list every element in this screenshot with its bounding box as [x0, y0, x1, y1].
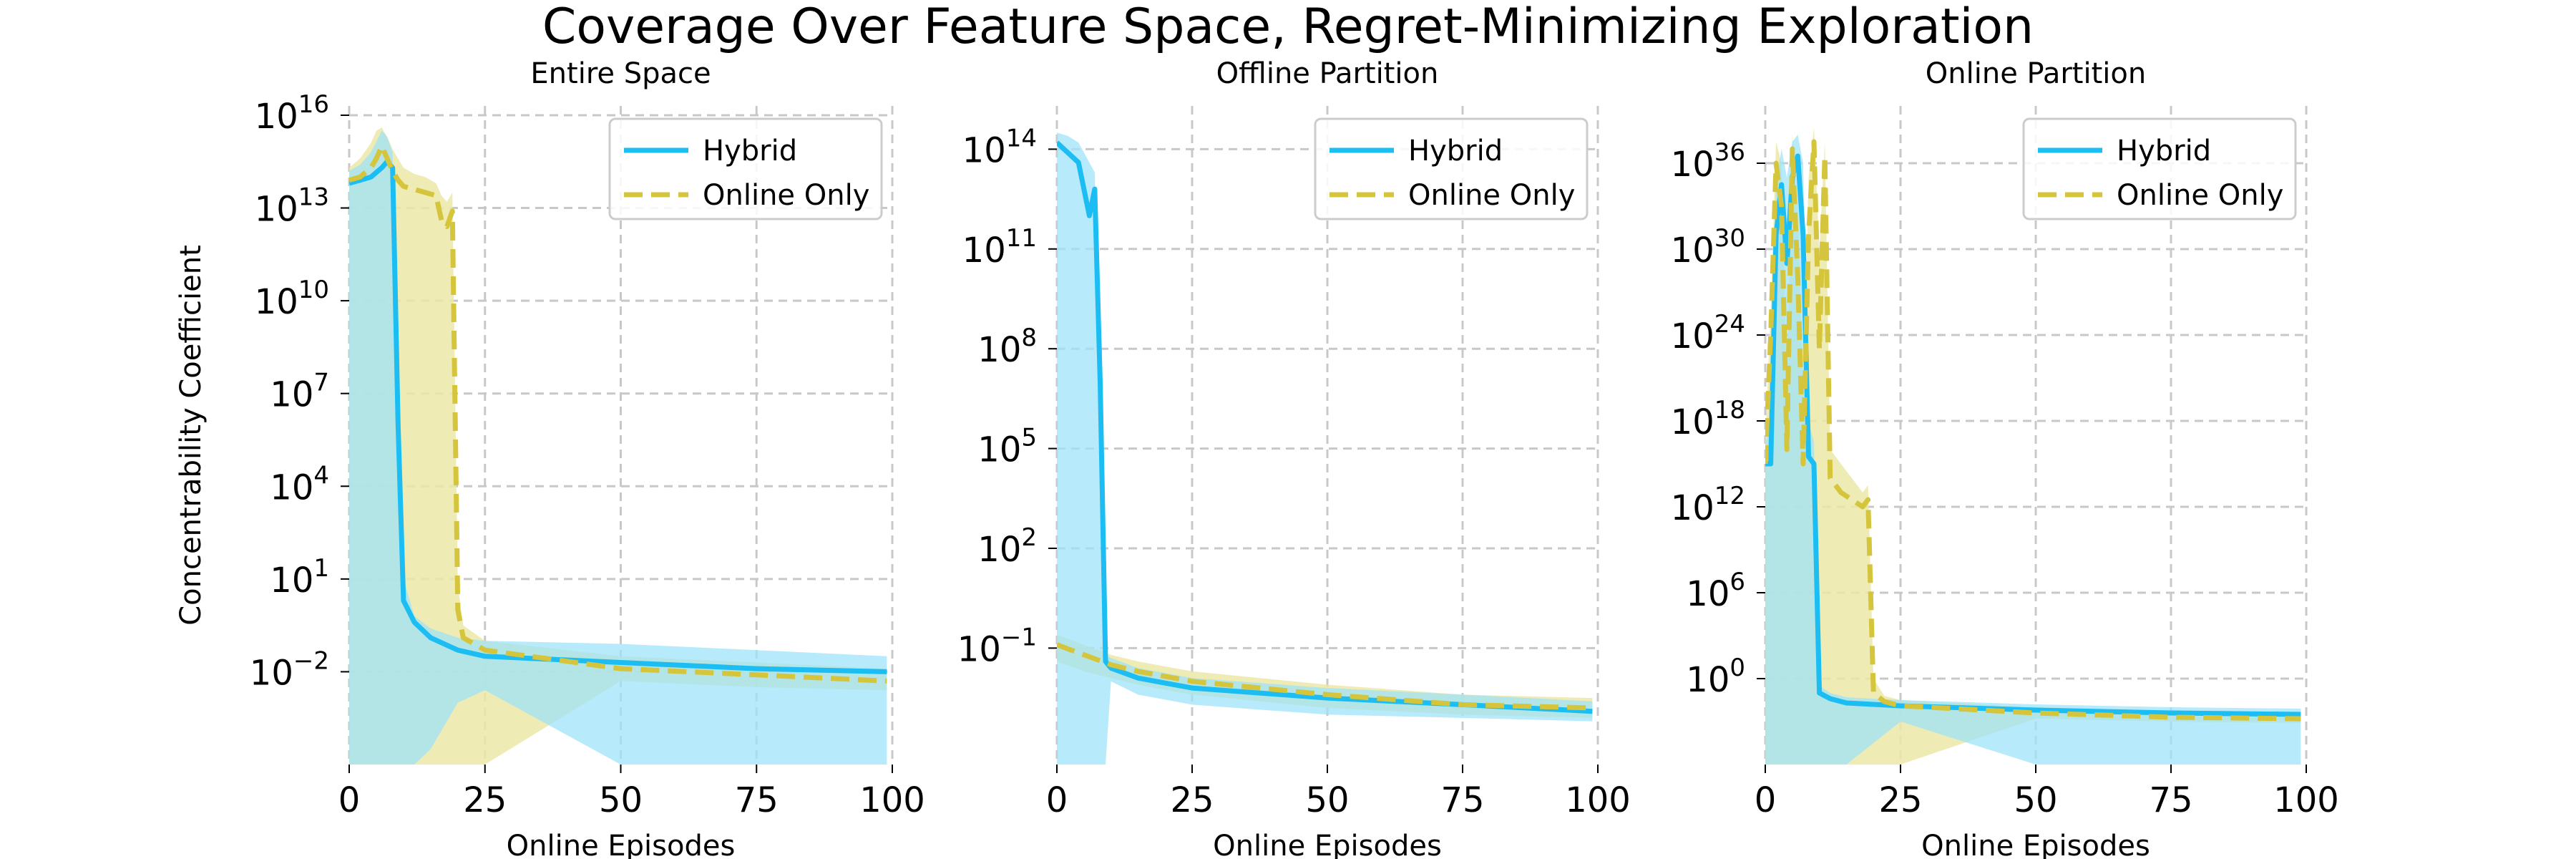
y-tick-label: 105 [977, 424, 1037, 470]
legend-online-only-label: Online Only [2117, 179, 2283, 212]
legend-frame [2022, 117, 2297, 220]
y-tick-label: 102 [977, 523, 1037, 570]
x-axis-label: Online Episodes [507, 830, 736, 859]
hybrid-line [1057, 140, 1593, 714]
legend: Hybrid Online Only [2022, 117, 2297, 220]
legend-hybrid-label: Hybrid [1408, 135, 1503, 168]
hybrid-band [349, 130, 887, 765]
series-lines [1765, 139, 2301, 722]
x-tick-label: 75 [735, 780, 779, 820]
x-tick-label: 50 [2014, 780, 2057, 820]
hybrid-band [1765, 135, 2301, 765]
y-tick-label: 1016 [255, 90, 329, 137]
x-tick-label: 0 [1755, 780, 1777, 820]
legend: Hybrid Online Only [608, 117, 883, 220]
hybrid-band [1057, 132, 1593, 765]
x-tick-label: 75 [2149, 780, 2192, 820]
legend-online-only-label: Online Only [703, 179, 869, 212]
series-lines [1057, 140, 1593, 714]
x-tick-label: 50 [1305, 780, 1349, 820]
online-only-line [1057, 642, 1593, 711]
y-tick-label: 1012 [1671, 482, 1745, 528]
online-only-line [349, 143, 887, 684]
y-tick-label: 1030 [1671, 224, 1745, 271]
x-tick-label: 0 [338, 780, 361, 820]
confidence-bands [1765, 127, 2301, 765]
y-tick-label: 1013 [255, 183, 329, 230]
confidence-bands [1057, 132, 1593, 765]
y-axis-label: Concentrability Coefficient [175, 245, 208, 626]
series-lines [349, 143, 887, 684]
x-tick-label: 100 [1565, 780, 1631, 820]
y-tick-label: 1014 [962, 124, 1037, 170]
subplot-title: Online Partition [1926, 57, 2146, 90]
grid-lines [1055, 106, 1599, 765]
subplot-title: Offline Partition [1216, 57, 1439, 90]
y-tick-label: 107 [270, 369, 329, 415]
subplot-group: Entire Space 0 25 50 75 100 Online Episodes 101… [175, 57, 2339, 859]
subplot-title: Entire Space [530, 57, 711, 90]
x-tick-label: 100 [2273, 780, 2339, 820]
y-tick-label: 1010 [255, 276, 329, 322]
y-tick-label: 1018 [1671, 396, 1745, 442]
legend-frame [1314, 117, 1589, 220]
subplot-2: Offline Partition 0 25 50 75 100 Online Episod… [957, 57, 1631, 859]
y-tick-label: 106 [1686, 568, 1745, 614]
x-axis-label: Online Episodes [1213, 830, 1442, 859]
online-only-band [1765, 127, 2301, 765]
x-tick-label: 50 [599, 780, 643, 820]
x-axis-label: Online Episodes [1921, 830, 2150, 859]
y-tick-label: 10−1 [957, 623, 1037, 669]
confidence-bands [349, 127, 887, 765]
y-tick-label: 108 [977, 324, 1037, 370]
y-tick-label: 1036 [1671, 138, 1745, 185]
y-tick-label: 101 [270, 554, 329, 601]
x-tick-label: 25 [1170, 780, 1214, 820]
y-tick-label: 10−2 [250, 646, 329, 693]
y-tick-label: 1024 [1671, 310, 1745, 356]
legend-online-only-label: Online Only [1408, 179, 1575, 212]
y-tick-label: 1011 [962, 224, 1037, 271]
x-tick-label: 25 [1878, 780, 1922, 820]
legend-hybrid-label: Hybrid [2117, 135, 2211, 168]
online-only-line [1765, 139, 2301, 722]
subplot-3: Online Partition 0 25 50 75 100 Online Episode… [1671, 57, 2339, 859]
figure-title: Coverage Over Feature Space, Regret-Mini… [542, 0, 2034, 55]
x-tick-label: 100 [859, 780, 925, 820]
x-tick-label: 25 [463, 780, 507, 820]
y-tick-label: 104 [270, 461, 329, 508]
legend: Hybrid Online Only [1314, 117, 1589, 220]
legend-frame [608, 117, 883, 220]
x-tick-label: 0 [1046, 780, 1068, 820]
legend-hybrid-label: Hybrid [703, 135, 797, 168]
y-tick-label: 100 [1686, 654, 1745, 700]
subplot-1: Entire Space 0 25 50 75 100 Online Episodes 101… [175, 57, 925, 859]
x-tick-label: 75 [1440, 780, 1484, 820]
